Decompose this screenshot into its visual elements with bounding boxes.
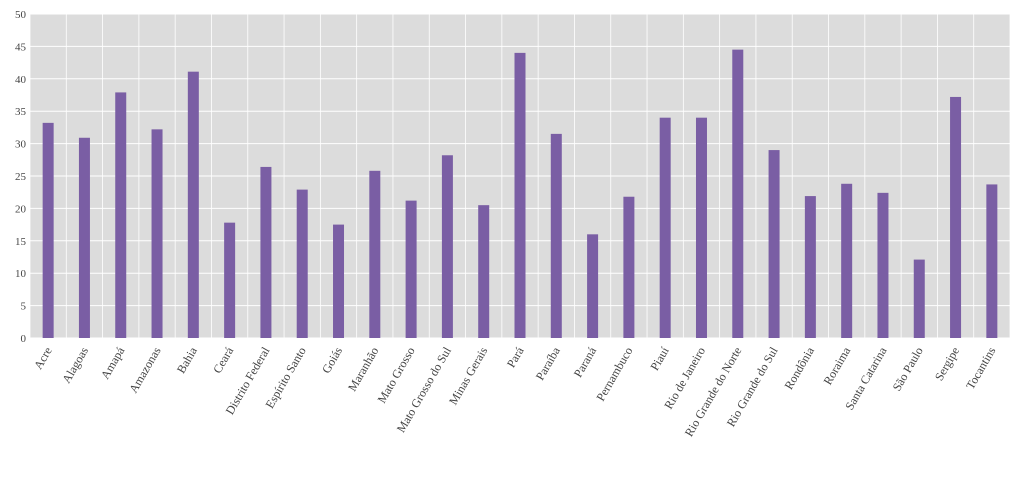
bar <box>151 129 163 338</box>
y-tick-label: 15 <box>15 236 27 248</box>
bar <box>623 196 635 338</box>
x-tick-label: Paraíba <box>533 344 563 383</box>
bar <box>587 234 599 338</box>
y-axis: 0 5 10 15 20 25 30 35 40 45 50 <box>15 9 27 345</box>
x-tick-label: Pará <box>504 344 527 370</box>
y-tick-label: 5 <box>21 301 27 313</box>
bar <box>296 189 308 338</box>
x-tick-label: Paraná <box>571 344 600 380</box>
x-tick-label: Piauí <box>647 344 672 373</box>
bar <box>950 96 962 338</box>
bar <box>224 222 236 338</box>
bar <box>659 117 671 339</box>
bar <box>405 200 417 338</box>
x-tick-label: Pernambuco <box>593 345 635 404</box>
bar <box>986 184 998 338</box>
bar <box>841 183 853 338</box>
bars <box>42 49 998 339</box>
bar <box>441 155 453 338</box>
x-tick-label: Goiás <box>319 344 345 376</box>
bar <box>550 133 562 338</box>
y-tick-label: 20 <box>15 203 27 215</box>
y-tick-label: 50 <box>15 9 27 21</box>
x-tick-label: São Paulo <box>890 345 926 394</box>
bar <box>42 122 54 338</box>
x-tick-label: Bahia <box>174 344 200 376</box>
y-tick-label: 0 <box>21 333 27 345</box>
y-tick-label: 35 <box>15 106 27 118</box>
bar <box>187 71 199 338</box>
x-tick-label: Roraima <box>820 344 853 387</box>
bar <box>260 166 272 338</box>
x-tick-label: Amapá <box>98 344 128 382</box>
x-tick-label: Amazonas <box>126 344 164 395</box>
bar <box>913 259 925 338</box>
bar <box>804 196 816 338</box>
bar <box>115 92 127 339</box>
bar <box>877 192 889 338</box>
y-tick-label: 45 <box>15 41 27 53</box>
x-tick-label: Acre <box>31 345 55 372</box>
bar <box>333 224 345 338</box>
bar <box>768 150 780 338</box>
bar <box>369 170 381 338</box>
bar <box>478 205 490 338</box>
y-tick-label: 25 <box>15 171 27 183</box>
bar <box>514 52 526 338</box>
y-tick-label: 10 <box>15 268 27 280</box>
x-tick-label: Sergipe <box>932 345 962 384</box>
x-tick-label: Ceará <box>210 344 236 376</box>
bar <box>732 49 744 338</box>
x-tick-label: Alagoas <box>59 344 91 385</box>
bar <box>695 117 707 339</box>
x-tick-label: Rondônia <box>782 344 818 392</box>
x-tick-label: Tocantins <box>963 344 999 392</box>
y-tick-label: 40 <box>15 74 27 86</box>
y-tick-label: 30 <box>15 139 27 151</box>
x-tick-label: Maranhão <box>345 345 381 394</box>
bar <box>78 137 90 338</box>
